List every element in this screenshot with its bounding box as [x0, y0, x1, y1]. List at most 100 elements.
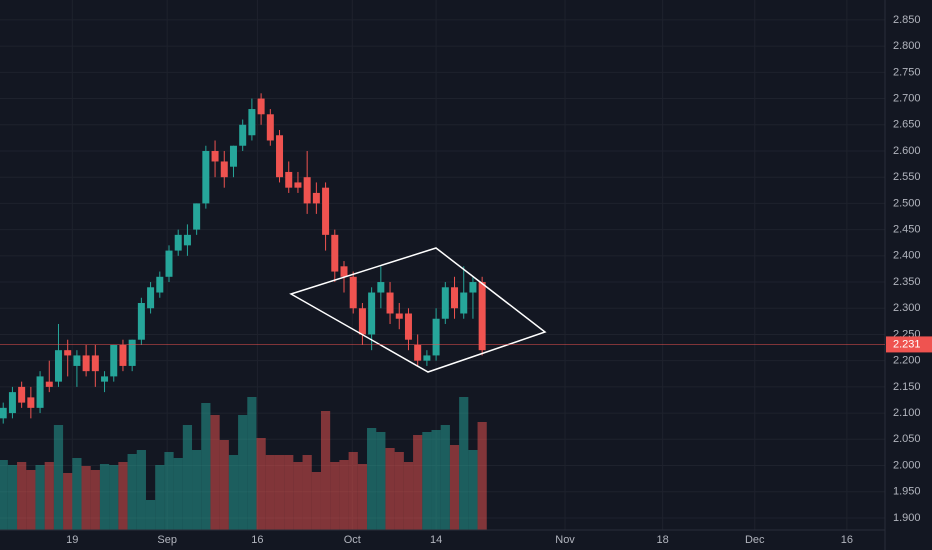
volume-bar [127, 454, 137, 530]
x-tick-label: Sep [157, 534, 177, 546]
last-price-label: 2.231 [893, 338, 921, 350]
volume-bar [145, 500, 156, 530]
diamond-pattern [289, 247, 547, 373]
volume-bar [284, 455, 294, 530]
candle-body [239, 124, 247, 146]
volume-bar [136, 450, 146, 530]
candle-body [395, 313, 403, 319]
volume-bar [228, 455, 239, 530]
volume-bar [449, 445, 460, 530]
candle-body [18, 386, 26, 403]
candle-body [441, 287, 449, 319]
candle-body [101, 376, 109, 382]
candle-body [432, 318, 440, 356]
candle-body [128, 339, 136, 366]
candle-body [358, 308, 366, 335]
candle-body [229, 145, 237, 167]
volume-bar [376, 432, 386, 530]
axes: 1.9001.9502.0002.0502.1002.1502.2002.250… [0, 14, 932, 546]
volume-bar [72, 458, 82, 530]
y-tick-label: 1.900 [893, 512, 921, 524]
candle-body [248, 109, 256, 136]
volume-bar [413, 435, 423, 530]
candle-body [8, 392, 16, 414]
candle-body [0, 407, 7, 419]
volume-bar [210, 415, 220, 530]
volume-bar [422, 432, 432, 530]
volume-bar [201, 403, 211, 530]
volume-bar [192, 450, 202, 530]
volume-bar [385, 448, 395, 530]
volume-bar [394, 452, 404, 530]
volume-bar [440, 425, 450, 530]
volume-bar [311, 472, 321, 530]
candle-body [156, 276, 164, 293]
x-tick-label: Dec [745, 534, 765, 546]
volume-bar [17, 462, 27, 530]
volume-bar [293, 462, 303, 530]
x-tick-label: Oct [344, 534, 361, 546]
x-tick-label: Nov [555, 534, 575, 546]
candle-body [469, 282, 477, 293]
x-tick-label: 18 [657, 534, 669, 546]
candle-body [220, 161, 228, 178]
volume-bar [468, 450, 478, 530]
candle-body [202, 150, 210, 204]
y-tick-label: 2.550 [893, 171, 921, 183]
candle-body [91, 355, 99, 372]
volume-bar [182, 425, 193, 530]
candle-body [460, 292, 468, 314]
volume-bar [302, 455, 312, 530]
volume-bar [44, 462, 54, 530]
candle-body [183, 234, 191, 246]
y-tick-label: 2.700 [893, 92, 921, 104]
volume-bar [109, 465, 119, 530]
volume-bar [53, 425, 64, 530]
y-tick-label: 1.950 [893, 486, 921, 498]
volume-bar [367, 428, 377, 530]
candle-layer [0, 93, 486, 424]
candle-body [82, 355, 90, 372]
candle-body [147, 287, 155, 309]
candle-body [423, 355, 431, 361]
volume-bar [330, 462, 340, 530]
candle-body [294, 182, 302, 188]
candle-body [36, 376, 44, 408]
candle-body [322, 187, 330, 235]
y-tick-label: 2.850 [893, 14, 921, 26]
candle-body [64, 350, 72, 356]
volume-bar [173, 458, 183, 530]
x-tick-label: 16 [841, 534, 853, 546]
y-tick-label: 2.800 [893, 40, 921, 52]
volume-bar [320, 411, 331, 530]
candle-body [340, 266, 348, 277]
candle-body [478, 282, 486, 351]
candle-body [331, 234, 339, 272]
y-tick-label: 2.500 [893, 197, 921, 209]
y-tick-label: 2.600 [893, 145, 921, 157]
y-tick-label: 2.000 [893, 459, 921, 471]
candle-body [211, 150, 219, 162]
candle-body [404, 313, 412, 340]
candle-body [386, 292, 394, 314]
volume-bar [256, 438, 266, 530]
volume-bar [35, 465, 45, 530]
candle-body [349, 276, 357, 309]
candle-body [137, 303, 145, 340]
y-tick-label: 2.650 [893, 119, 921, 131]
volume-bar [26, 470, 36, 530]
y-tick-label: 2.450 [893, 224, 921, 236]
volume-bar [7, 465, 18, 530]
candle-body [193, 203, 201, 230]
candle-body [73, 355, 81, 366]
volume-layer [0, 397, 487, 530]
candle-body [377, 282, 385, 293]
last-price-box [886, 336, 932, 353]
candle-body [54, 350, 62, 382]
volume-bar [238, 415, 248, 530]
candle-body [414, 344, 422, 361]
candle-body [119, 344, 127, 366]
volume-bar [219, 440, 229, 530]
